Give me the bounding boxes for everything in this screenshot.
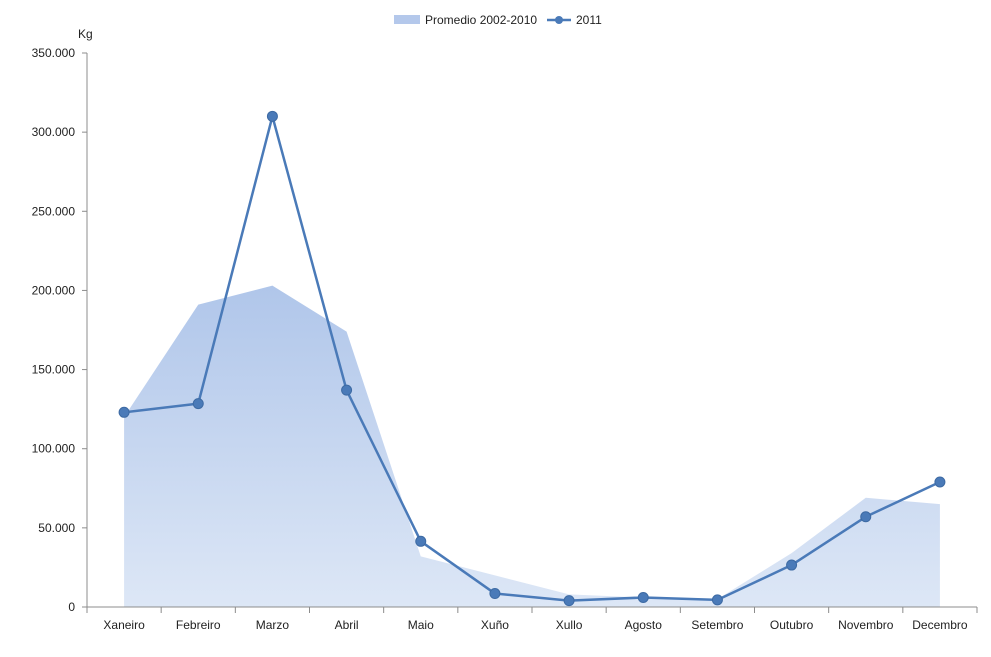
data-point-2011 (786, 559, 798, 571)
x-tick-label: Decembro (912, 618, 968, 632)
y-tick-label: 150.000 (32, 363, 76, 377)
data-point-2011 (118, 406, 130, 418)
legend-swatch-promedio (394, 15, 420, 24)
legend-label-2011: 2011 (576, 13, 602, 27)
data-point-2011 (860, 511, 872, 523)
y-tick-label: 350.000 (32, 46, 76, 60)
series-line-2011 (123, 115, 941, 602)
x-tick-label: Setembro (691, 618, 743, 632)
legend-label-promedio: Promedio 2002-2010 (425, 13, 537, 27)
x-tick-label: Xaneiro (103, 618, 145, 632)
legend-marker-2011 (555, 16, 563, 24)
data-point-2011 (341, 384, 353, 396)
x-tick-label: Agosto (625, 618, 663, 632)
x-tick-label: Febreiro (176, 618, 221, 632)
data-point-2011 (192, 398, 204, 410)
y-tick-label: 250.000 (32, 204, 76, 218)
x-tick-label: Abril (335, 618, 359, 632)
y-tick-label: 0 (68, 600, 75, 614)
y-tick-label: 50.000 (38, 521, 75, 535)
x-tick-label: Novembro (838, 618, 894, 632)
y-tick-label: 300.000 (32, 125, 76, 139)
data-point-2011 (563, 595, 575, 607)
x-tick-label: Xuño (481, 618, 509, 632)
x-tick-label: Xullo (556, 618, 583, 632)
data-point-2011 (489, 588, 501, 600)
y-tick-label: 200.000 (32, 283, 76, 297)
data-point-2011 (711, 594, 723, 606)
data-point-2011 (415, 535, 427, 547)
y-tick-label: 100.000 (32, 442, 76, 456)
data-point-2011 (934, 476, 946, 488)
x-tick-label: Marzo (256, 618, 290, 632)
x-tick-label: Outubro (770, 618, 814, 632)
data-point-2011 (266, 110, 278, 122)
series-area-promedio (124, 285, 940, 607)
y-axis-label: Kg (78, 27, 93, 41)
x-tick-label: Maio (408, 618, 434, 632)
data-point-2011 (637, 592, 649, 604)
